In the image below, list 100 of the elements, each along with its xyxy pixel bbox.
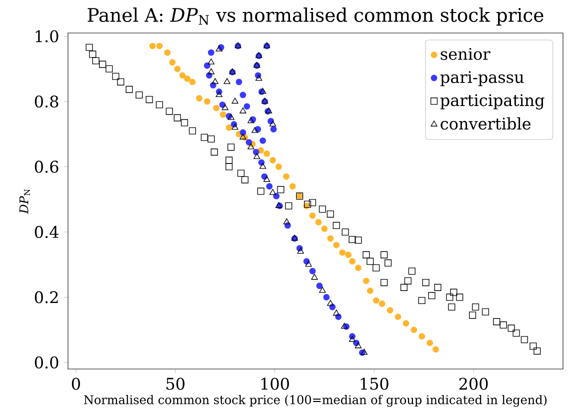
point bbox=[252, 127, 258, 133]
point bbox=[335, 314, 342, 320]
point bbox=[402, 320, 410, 327]
point bbox=[184, 75, 190, 82]
point bbox=[240, 107, 246, 114]
point bbox=[315, 218, 322, 226]
point bbox=[360, 348, 368, 355]
point bbox=[355, 264, 362, 272]
legend-label: convertible bbox=[440, 117, 531, 130]
point bbox=[273, 192, 280, 200]
point bbox=[345, 252, 352, 258]
point bbox=[196, 95, 202, 102]
point bbox=[297, 248, 304, 254]
point bbox=[269, 189, 276, 195]
point bbox=[283, 218, 290, 224]
point bbox=[222, 104, 228, 110]
point bbox=[149, 42, 156, 50]
chart-title: Panel A: DP$_{N}$ vs normalised common stock price bbox=[88, 8, 544, 26]
point bbox=[316, 282, 323, 290]
point bbox=[259, 162, 266, 169]
x-tick-label: 200 bbox=[459, 378, 488, 390]
point bbox=[213, 104, 220, 112]
y-tick-label: 1.0 bbox=[36, 30, 58, 42]
point bbox=[240, 129, 246, 136]
point bbox=[212, 78, 218, 84]
point bbox=[266, 183, 273, 190]
point bbox=[206, 72, 212, 79]
point bbox=[410, 326, 418, 334]
point bbox=[386, 307, 394, 314]
point bbox=[244, 103, 250, 110]
legend-label: participating bbox=[440, 94, 544, 110]
point bbox=[208, 58, 214, 64]
point bbox=[432, 346, 439, 353]
point bbox=[248, 143, 254, 150]
point bbox=[220, 111, 226, 118]
point bbox=[309, 268, 316, 274]
point bbox=[254, 153, 260, 160]
point bbox=[323, 294, 330, 300]
point bbox=[226, 124, 232, 131]
point bbox=[327, 235, 334, 242]
y-axis-title: DP$_{N}$ bbox=[19, 189, 30, 214]
point bbox=[366, 287, 374, 294]
point bbox=[321, 226, 328, 232]
point bbox=[164, 49, 171, 56]
point bbox=[283, 173, 290, 180]
point bbox=[333, 310, 340, 316]
point bbox=[378, 300, 386, 307]
point bbox=[270, 126, 277, 132]
point bbox=[204, 62, 210, 69]
point bbox=[319, 286, 326, 293]
point bbox=[174, 66, 181, 72]
legend-label: senior bbox=[440, 48, 490, 60]
x-tick-label: 0 bbox=[72, 378, 80, 390]
point bbox=[240, 92, 246, 98]
point bbox=[204, 98, 210, 105]
point bbox=[426, 340, 434, 346]
point bbox=[372, 297, 380, 304]
point bbox=[189, 78, 196, 86]
point bbox=[256, 74, 262, 81]
point bbox=[354, 342, 362, 348]
point bbox=[232, 98, 238, 104]
point bbox=[340, 322, 348, 329]
point bbox=[289, 183, 296, 190]
point bbox=[362, 278, 370, 284]
point bbox=[208, 49, 214, 56]
point bbox=[208, 68, 214, 74]
point bbox=[258, 159, 265, 166]
x-tick-label: 100 bbox=[261, 378, 289, 390]
point bbox=[269, 120, 276, 126]
point bbox=[263, 176, 270, 182]
point bbox=[179, 72, 186, 79]
point bbox=[252, 148, 260, 156]
point bbox=[270, 157, 276, 164]
point bbox=[232, 124, 238, 130]
point bbox=[264, 150, 270, 157]
point bbox=[305, 260, 312, 267]
point bbox=[156, 42, 163, 50]
point bbox=[394, 314, 402, 320]
point bbox=[309, 212, 316, 219]
y-tick-label: 0.8 bbox=[34, 95, 58, 108]
x-tick-label: 150 bbox=[360, 378, 388, 390]
y-tick-label: 0.4 bbox=[34, 226, 58, 238]
point bbox=[276, 164, 282, 170]
x-tick-label: 50 bbox=[166, 378, 184, 390]
point bbox=[169, 59, 176, 66]
point bbox=[224, 78, 230, 84]
point bbox=[339, 249, 346, 256]
y-tick-label: 0.2 bbox=[34, 291, 58, 304]
point bbox=[327, 300, 334, 306]
point bbox=[348, 336, 356, 342]
legend-label: pari-passu bbox=[440, 71, 524, 86]
point bbox=[311, 274, 318, 280]
x-axis-title: Normalised common stock price (100=median of group indicated in legend) bbox=[84, 394, 547, 407]
point bbox=[333, 242, 340, 248]
point bbox=[216, 91, 222, 98]
y-tick-label: 0.6 bbox=[34, 160, 58, 173]
point bbox=[246, 139, 252, 146]
point bbox=[418, 333, 426, 340]
y-tick-label: 0.0 bbox=[34, 356, 58, 369]
point bbox=[349, 258, 356, 265]
